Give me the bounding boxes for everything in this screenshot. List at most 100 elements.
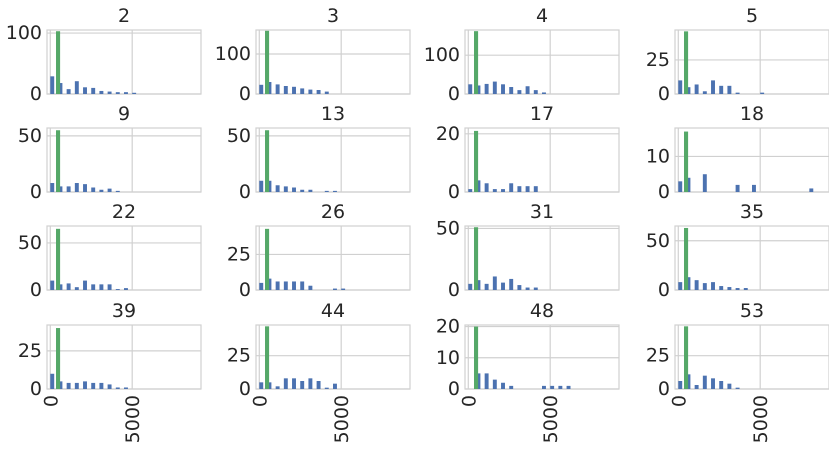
blue-bar bbox=[694, 280, 699, 290]
blue-bar bbox=[492, 81, 497, 94]
y-tick-label: 0 bbox=[239, 378, 251, 400]
blue-bar bbox=[468, 283, 473, 290]
blue-bar bbox=[492, 189, 497, 192]
blue-bar bbox=[83, 280, 87, 290]
blue-bar bbox=[308, 378, 313, 389]
panel-title: 39 bbox=[112, 300, 136, 322]
y-tick-label: 50 bbox=[18, 125, 42, 147]
blue-bar bbox=[735, 92, 740, 94]
panel-title: 22 bbox=[112, 201, 136, 223]
blue-bar bbox=[760, 92, 765, 94]
blue-bar bbox=[83, 184, 87, 192]
x-tick-label: 5000 bbox=[122, 395, 144, 443]
blue-bar bbox=[525, 186, 530, 192]
green-bar bbox=[684, 31, 689, 94]
blue-bar bbox=[300, 381, 305, 389]
blue-bar bbox=[558, 385, 563, 389]
blue-bar bbox=[711, 378, 715, 389]
y-tick-label: 20 bbox=[436, 316, 460, 338]
blue-bar bbox=[694, 385, 699, 389]
blue-bar bbox=[308, 285, 313, 290]
y-tick-label: 25 bbox=[227, 243, 251, 265]
green-bar bbox=[474, 227, 479, 290]
panel-2: 2 0 100 bbox=[6, 5, 202, 105]
green-bar bbox=[684, 227, 689, 290]
blue-bar bbox=[300, 189, 305, 192]
blue-bar bbox=[124, 387, 128, 389]
y-tick-label: 0 bbox=[448, 83, 460, 105]
blue-bar bbox=[275, 185, 280, 192]
blue-bar bbox=[292, 281, 296, 290]
green-bar bbox=[265, 228, 270, 290]
blue-bar bbox=[308, 89, 313, 94]
blue-bar bbox=[476, 373, 481, 389]
y-tick-label: 0 bbox=[30, 83, 42, 105]
panel-frame bbox=[46, 225, 202, 291]
blue-bar bbox=[259, 180, 264, 192]
blue-bar bbox=[74, 81, 79, 94]
blue-bar bbox=[267, 382, 272, 389]
blue-bar bbox=[686, 177, 691, 192]
blue-bar bbox=[509, 278, 514, 290]
blue-bar bbox=[525, 86, 530, 94]
blue-bar bbox=[752, 184, 756, 192]
x-tick-label: 0 bbox=[249, 395, 271, 407]
green-bar bbox=[474, 130, 479, 192]
y-tick-label: 50 bbox=[227, 125, 251, 147]
blue-bar bbox=[107, 284, 112, 290]
blue-bar bbox=[324, 190, 329, 192]
y-tick-label: 0 bbox=[448, 378, 460, 400]
blue-bar bbox=[99, 382, 104, 389]
blue-bar bbox=[292, 86, 296, 94]
green-bar bbox=[265, 130, 270, 192]
blue-bar bbox=[686, 277, 691, 290]
blue-bar bbox=[83, 87, 87, 94]
x-tick-label: 0 bbox=[458, 395, 480, 407]
blue-bar bbox=[711, 282, 715, 290]
blue-bar bbox=[550, 385, 555, 389]
panel-18: 18 0 10 bbox=[646, 103, 829, 203]
y-tick-label: 100 bbox=[424, 44, 460, 66]
panel-frame bbox=[464, 127, 620, 193]
blue-bar bbox=[542, 92, 546, 94]
blue-bar bbox=[292, 187, 296, 192]
panel-4: 4 0 100 bbox=[424, 5, 620, 105]
blue-bar bbox=[58, 284, 63, 290]
blue-bar bbox=[74, 287, 79, 290]
y-tick-label: 25 bbox=[227, 345, 251, 367]
blue-bar bbox=[678, 282, 683, 290]
panel-frame bbox=[464, 29, 620, 95]
green-bar bbox=[474, 31, 479, 95]
blue-bar bbox=[678, 181, 683, 192]
panel-3: 3 0 100 bbox=[215, 5, 411, 105]
y-tick-label: 50 bbox=[646, 230, 670, 252]
blue-bar bbox=[283, 378, 288, 389]
green-bar bbox=[265, 30, 270, 94]
panel-title: 35 bbox=[740, 201, 764, 223]
y-tick-label: 50 bbox=[436, 217, 460, 239]
blue-bar bbox=[50, 183, 55, 192]
blue-bar bbox=[83, 381, 87, 389]
blue-bar bbox=[66, 283, 71, 290]
blue-bar bbox=[484, 83, 489, 94]
blue-bar bbox=[275, 386, 280, 389]
blue-bar bbox=[686, 87, 691, 94]
blue-bar bbox=[678, 381, 683, 389]
blue-bar bbox=[735, 184, 740, 192]
y-tick-label: 25 bbox=[646, 345, 670, 367]
panel-title: 44 bbox=[321, 300, 345, 322]
y-tick-label: 0 bbox=[239, 181, 251, 203]
green-bar bbox=[474, 326, 479, 389]
y-tick-label: 0 bbox=[448, 181, 460, 203]
y-tick-label: 20 bbox=[436, 123, 460, 145]
blue-bar bbox=[517, 186, 522, 192]
blue-bar bbox=[484, 373, 489, 389]
panel-title: 4 bbox=[536, 5, 548, 27]
y-tick-label: 0 bbox=[658, 279, 670, 301]
panel-9: 9 0 50 bbox=[18, 103, 202, 203]
blue-bar bbox=[283, 281, 288, 290]
blue-bar bbox=[292, 378, 296, 389]
panel-title: 18 bbox=[740, 103, 764, 125]
panel-frame bbox=[46, 29, 202, 95]
blue-bar bbox=[50, 76, 55, 94]
